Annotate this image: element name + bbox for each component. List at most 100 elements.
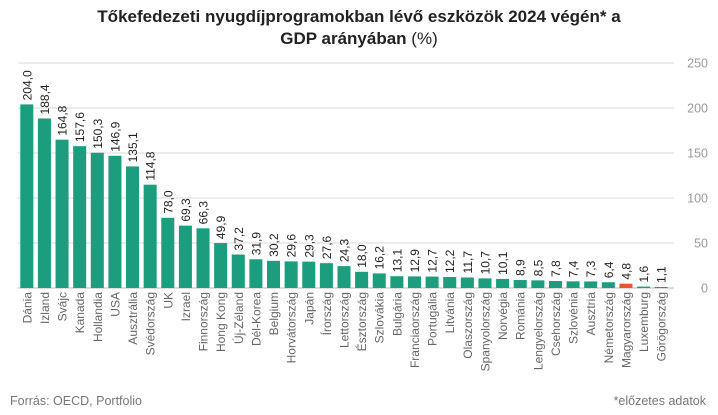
category-label: Ausztrália [126, 292, 140, 345]
bar [654, 287, 668, 288]
value-label: 16,2 [373, 246, 387, 270]
y-tick-label: 100 [687, 192, 708, 206]
value-label: 24,3 [338, 238, 352, 262]
value-label: 18,0 [355, 244, 369, 268]
value-label: 204,0 [20, 70, 34, 100]
category-label: Olaszország [461, 292, 475, 359]
value-label: 12,9 [408, 249, 422, 273]
value-label: 146,9 [108, 121, 122, 151]
y-axis-tick-labels: 0 50 100 150 200 250 [687, 57, 708, 296]
value-label: 31,9 [249, 232, 263, 256]
category-label: Ausztria [584, 292, 598, 336]
category-label: Dél-Korea [249, 292, 263, 346]
bar [372, 273, 386, 288]
category-label: Luxemburg [637, 292, 651, 352]
value-label: 30,2 [267, 233, 281, 257]
bar [637, 286, 651, 288]
value-label: 7,4 [567, 260, 581, 277]
value-label: 29,6 [285, 234, 299, 258]
bar [390, 276, 404, 288]
bar [161, 217, 175, 288]
bar [266, 260, 281, 288]
bar [143, 184, 157, 288]
value-label: 157,6 [73, 112, 87, 142]
category-label: Szlovénia [567, 292, 581, 344]
category-label: Magyarország [619, 292, 633, 368]
category-label: Észtország [354, 292, 369, 351]
category-label: Hong Kong [214, 292, 228, 352]
bar [355, 271, 369, 288]
bar [284, 261, 298, 288]
category-label: Belgium [267, 292, 281, 335]
bar [90, 152, 104, 288]
value-label: 7,3 [584, 260, 598, 277]
category-label: UK [161, 292, 175, 309]
category-label: Németország [602, 292, 616, 363]
value-label: 1,1 [655, 266, 669, 283]
bar [73, 146, 87, 288]
category-label: Norvégia [496, 292, 510, 340]
bar [496, 278, 510, 288]
value-label: 78,0 [161, 190, 175, 214]
chart-title: Tőkefedezeti nyugdíjprogramokban lévő es… [0, 6, 718, 50]
category-label: USA [108, 292, 122, 317]
value-label: 6,4 [602, 261, 616, 278]
bar [55, 139, 69, 288]
bar [196, 228, 210, 288]
bar [584, 281, 598, 288]
value-label: 29,3 [302, 234, 316, 258]
bar [619, 283, 633, 288]
value-label: 11,7 [461, 251, 475, 274]
bar [20, 104, 34, 289]
bar [548, 280, 562, 288]
value-label: 12,2 [443, 249, 457, 273]
category-label: Dánia [20, 292, 34, 324]
category-label: Izrael [179, 292, 193, 321]
category-label: Japán [302, 292, 316, 325]
value-label: 188,4 [38, 84, 52, 114]
category-label: Finnország [197, 292, 211, 351]
value-labels: 204,0 188,4 164,8 157,6 150,3 146,9 135,1 114,8… [20, 70, 668, 283]
category-label: Lengyelország [531, 292, 545, 370]
category-label: Horvátország [285, 292, 299, 363]
value-label: 10,1 [496, 251, 510, 275]
value-label: 49,9 [214, 215, 228, 239]
bars [20, 104, 668, 289]
chart-title-line1: Tőkefedezeti nyugdíjprogramokban lévő es… [97, 7, 621, 26]
bar [126, 166, 140, 288]
value-label: 37,2 [232, 227, 246, 251]
value-label: 7,8 [549, 260, 563, 277]
bar [108, 155, 122, 288]
value-label: 114,8 [144, 151, 158, 180]
bar [214, 243, 228, 288]
value-label: 164,8 [56, 105, 70, 135]
y-tick-label: 250 [687, 57, 708, 71]
category-label: Görögország [655, 292, 669, 361]
value-label: 8,5 [531, 259, 545, 276]
bar [531, 280, 545, 288]
value-label: 69,3 [179, 198, 193, 222]
category-label: Franciaország [408, 292, 422, 368]
category-label: Svájc [56, 292, 70, 321]
chart-title-unit: (%) [406, 29, 438, 48]
y-tick-label: 150 [687, 147, 708, 161]
bar [460, 277, 474, 288]
category-label: Litvánia [443, 292, 457, 334]
value-label: 27,6 [320, 235, 334, 259]
category-label: Kanada [73, 292, 87, 334]
bar [601, 282, 615, 288]
chart-title-line2: GDP arányában [280, 29, 407, 48]
category-label: Írország [319, 292, 334, 335]
category-label: Románia [514, 292, 528, 340]
bar [37, 118, 51, 288]
footnote: *előzetes adatok [613, 394, 706, 408]
y-tick-label: 200 [687, 102, 708, 116]
bar [319, 263, 333, 288]
y-tick-label: 0 [701, 282, 708, 296]
value-label: 135,1 [126, 132, 140, 162]
source-note: Forrás: OECD, Portfolio [10, 394, 142, 408]
y-tick-label: 50 [694, 237, 708, 251]
category-label: Bulgária [390, 292, 404, 336]
bar [337, 266, 351, 288]
